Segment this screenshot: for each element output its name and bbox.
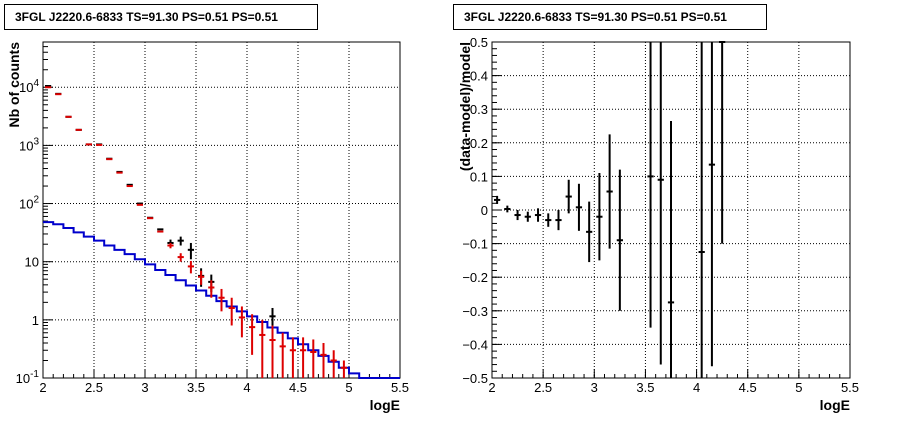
right-y-tick-label: −0.3 [462,304,488,319]
left-chart-title: 3FGL J2220.6-6833 TS=91.30 PS=0.51 PS=0.… [4,4,318,30]
left-data-point [238,306,245,338]
right-data-point [647,42,654,328]
right-data-point [524,211,531,222]
right-data-point [698,42,705,378]
right-data-point [719,41,726,244]
left-x-tick-label: 5.5 [391,380,409,395]
left-data-point [228,297,235,326]
left-y-axis-label: Nb of counts [6,42,22,128]
left-data-point [279,332,286,378]
right-data-point [667,120,675,378]
left-data-point [177,236,184,246]
left-data-point [208,280,215,298]
left-data-point [198,270,205,285]
left-x-tick-label: 4.5 [289,380,307,395]
left-data-point [300,337,307,378]
left-data-point [249,314,256,355]
right-y-tick-label: 0.5 [470,35,488,50]
right-data-point [596,173,603,261]
left-x-tick-label: 3 [141,380,148,395]
left-data-point [187,242,194,260]
left-x-tick-label: 2 [39,380,46,395]
right-data-point [504,205,511,213]
left-data-point [340,360,347,378]
right-data-point [586,201,593,263]
right-x-tick-label: 5.5 [841,380,859,395]
left-data-point [187,260,194,274]
right-data-point [545,213,552,227]
right-data-point [555,210,562,231]
left-data-point [218,288,225,312]
right-data-point [534,208,542,222]
right-y-tick-label: −0.1 [462,237,488,252]
right-data-point [514,210,521,221]
right-data-point [494,195,501,204]
left-data-point [320,342,327,378]
right-y-tick-label: 0 [481,203,488,218]
right-y-axis-label: (data-model)/model [457,42,473,171]
right-x-tick-label: 2 [488,380,495,395]
left-y-tick-label: 1 [32,313,39,328]
right-data-point [565,179,572,214]
right-y-tick-label: −0.4 [462,337,488,352]
left-data-point [310,339,317,378]
left-x-tick-label: 5 [345,380,352,395]
left-y-tick-label: 103 [19,136,39,153]
right-data-point [708,42,716,367]
left-x-tick-label: 4 [243,380,250,395]
right-x-tick-label: 4 [693,380,700,395]
right-x-tick-label: 5 [795,380,802,395]
left-y-tick-label: 104 [19,78,39,95]
left-data-point [330,350,337,378]
right-x-tick-label: 4.5 [739,380,757,395]
left-data-point [269,325,276,378]
left-data-point [177,253,184,262]
left-x-tick-label: 3.5 [187,380,205,395]
right-data-point [657,42,664,365]
right-data-point [606,134,613,249]
left-data-point [259,319,266,378]
left-data-point [289,337,296,378]
right-y-tick-label: 0.2 [470,136,488,151]
right-y-tick-label: 0.1 [470,169,488,184]
right-x-axis-label: logE [820,397,850,413]
left-x-tick-label: 2.5 [85,380,103,395]
right-data-point [616,169,623,311]
right-data-point [575,183,583,231]
right-x-tick-label: 3.5 [636,380,654,395]
left-plot-frame [42,41,401,379]
left-y-tick-label: 10-1 [16,369,40,386]
left-x-axis-label: logE [370,397,400,413]
left-data-point [167,242,174,249]
left-y-tick-label: 10 [25,255,39,270]
right-chart-title: 3FGL J2220.6-6833 TS=91.30 PS=0.51 PS=0.… [453,4,767,30]
left-model-step-line [43,221,400,379]
right-x-tick-label: 2.5 [534,380,552,395]
left-y-tick-label: 102 [19,195,39,212]
right-y-tick-label: −0.2 [462,270,488,285]
left-data-point [269,307,276,329]
right-x-tick-label: 3 [591,380,598,395]
right-y-tick-label: −0.5 [462,371,488,386]
right-y-tick-label: 0.4 [470,69,488,84]
right-y-tick-label: 0.3 [470,102,488,117]
